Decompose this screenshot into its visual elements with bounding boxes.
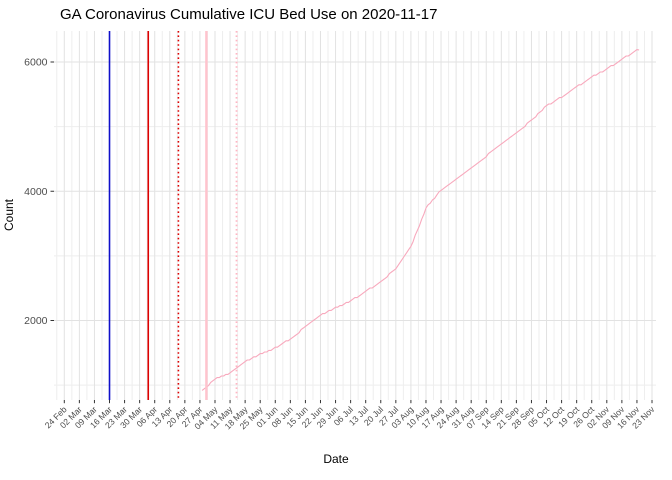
y-axis-title: Count bbox=[2, 198, 16, 232]
icu-cumulative-line bbox=[201, 49, 640, 391]
y-tick-label: 2000 bbox=[24, 315, 48, 327]
y-tick-label: 4000 bbox=[24, 186, 48, 198]
chart-title: GA Coronavirus Cumulative ICU Bed Use on… bbox=[60, 6, 438, 23]
x-axis-title: Date bbox=[323, 452, 349, 466]
y-tick-label: 6000 bbox=[24, 57, 48, 69]
